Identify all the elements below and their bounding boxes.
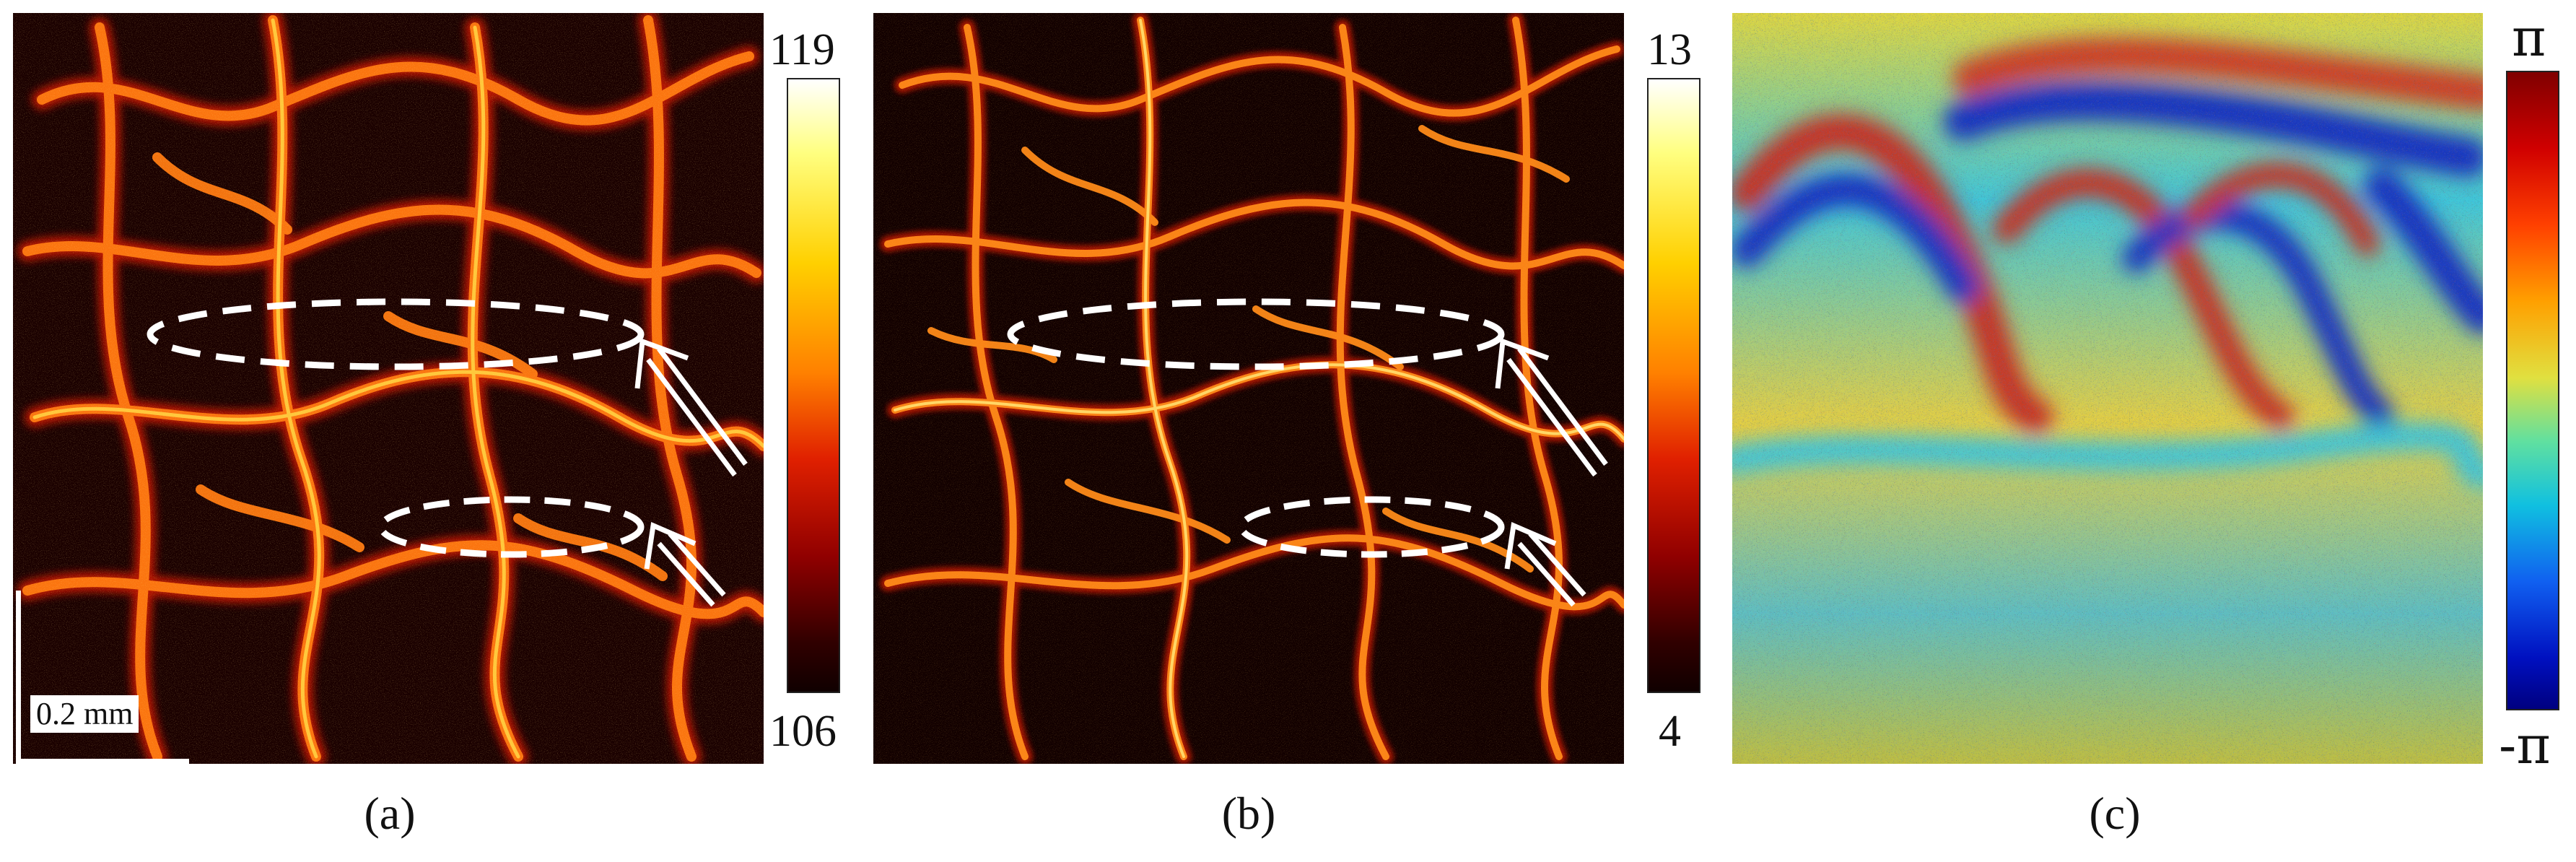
colorbar-a (787, 78, 840, 693)
arrow-upper (1495, 338, 1608, 477)
panel-b-image (873, 13, 1624, 764)
panel-a-image: 0.2 mm (13, 13, 764, 764)
dashed-ellipse-upper (147, 298, 645, 370)
colorbar-b-min-label: 4 (1659, 707, 1681, 756)
scale-bar-vertical (16, 591, 21, 764)
panel-c-phase-map (1732, 13, 2483, 764)
colorbar-c (2506, 71, 2559, 710)
colorbar-c-min-label: -π (2499, 715, 2551, 775)
arrow-lower (1504, 521, 1586, 607)
panel-c-image (1732, 13, 2483, 764)
colorbar-b-max-label: 13 (1647, 25, 1692, 74)
dashed-ellipse-upper (1007, 298, 1505, 370)
caption-a: (a) (364, 788, 416, 839)
dashed-ellipse-lower (377, 496, 645, 558)
arrow-upper (634, 338, 748, 477)
panel-b-vessel-map (873, 13, 1624, 764)
colorbar-a-max-label: 119 (769, 25, 835, 74)
scale-bar-horizontal (16, 759, 189, 764)
colorbar-b (1647, 78, 1700, 693)
colorbar-c-max-label: π (2512, 7, 2546, 68)
caption-c: (c) (2089, 788, 2141, 839)
caption-b: (b) (1221, 788, 1276, 839)
scale-bar-label: 0.2 mm (30, 695, 139, 733)
colorbar-a-min-label: 106 (769, 707, 837, 756)
arrow-lower (644, 521, 726, 607)
dashed-ellipse-lower (1238, 496, 1505, 558)
panel-a-vessel-map (13, 13, 764, 764)
